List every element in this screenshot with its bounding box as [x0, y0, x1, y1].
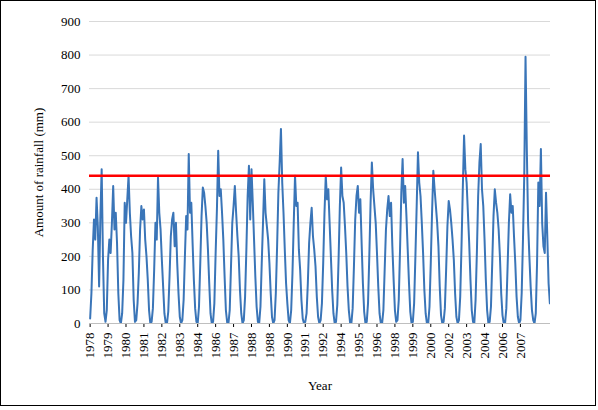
svg-text:1979: 1979	[100, 333, 115, 359]
svg-text:200: 200	[61, 249, 81, 264]
svg-text:1980: 1980	[118, 333, 133, 359]
svg-text:1978: 1978	[82, 333, 97, 359]
svg-text:Amount of rainfall (mm): Amount of rainfall (mm)	[31, 108, 46, 238]
svg-text:300: 300	[61, 215, 81, 230]
svg-text:1982: 1982	[154, 333, 169, 359]
svg-text:1988: 1988	[244, 333, 259, 359]
svg-text:1996: 1996	[369, 332, 384, 359]
svg-text:1988: 1988	[262, 333, 277, 359]
svg-text:2004: 2004	[477, 332, 492, 359]
svg-text:700: 700	[61, 81, 81, 96]
svg-text:1983: 1983	[172, 333, 187, 359]
svg-text:1990: 1990	[280, 333, 295, 359]
svg-text:600: 600	[61, 114, 81, 129]
svg-text:1999: 1999	[405, 333, 420, 359]
svg-text:1991: 1991	[297, 333, 312, 359]
svg-text:1998: 1998	[387, 333, 402, 359]
svg-text:0: 0	[74, 316, 81, 331]
svg-text:2006: 2006	[495, 332, 510, 359]
svg-text:500: 500	[61, 148, 81, 163]
svg-text:1994: 1994	[333, 332, 348, 359]
svg-text:100: 100	[61, 282, 81, 297]
svg-text:2000: 2000	[423, 333, 438, 359]
svg-text:900: 900	[61, 14, 81, 29]
svg-text:800: 800	[61, 47, 81, 62]
svg-text:2007: 2007	[513, 332, 528, 359]
svg-text:2002: 2002	[441, 333, 456, 359]
svg-text:1986: 1986	[208, 332, 223, 359]
svg-text:1987: 1987	[226, 332, 241, 359]
svg-text:2003: 2003	[459, 333, 474, 359]
svg-text:Year: Year	[308, 378, 333, 393]
svg-text:400: 400	[61, 181, 81, 196]
svg-text:1984: 1984	[190, 332, 205, 359]
svg-text:1995: 1995	[351, 333, 366, 359]
svg-text:1981: 1981	[136, 333, 151, 359]
svg-text:1992: 1992	[315, 333, 330, 359]
